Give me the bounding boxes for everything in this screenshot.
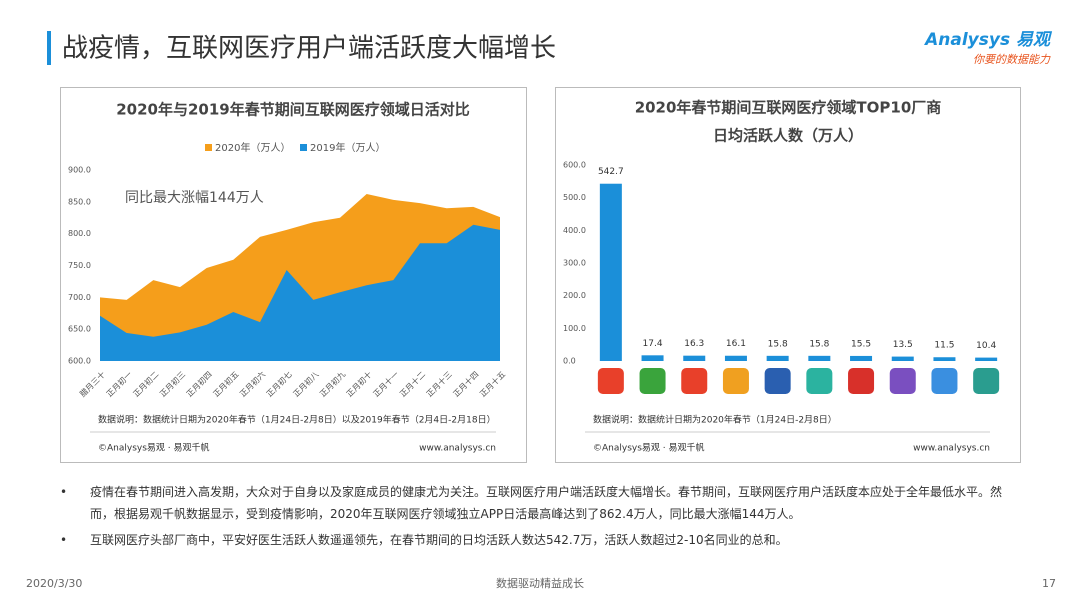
bar (891, 356, 914, 361)
area (100, 224, 500, 361)
app-icon (764, 368, 791, 394)
value-label: 17.4 (643, 339, 663, 349)
x-tick-label: 正月初二 (131, 369, 161, 399)
bar (683, 355, 706, 361)
x-tick-label: 正月初十 (344, 369, 374, 399)
value-label: 10.4 (976, 341, 996, 351)
app-icon (597, 368, 624, 394)
legend-label: 2019年（万人） (310, 141, 385, 154)
bar (641, 355, 664, 361)
data-note: 数据说明：数据统计日期为2020年春节（1月24日-2月8日）以及2019年春节… (98, 414, 496, 426)
app-icon (889, 368, 916, 394)
value-label: 16.1 (726, 339, 746, 349)
x-tick-label: 正月初一 (104, 369, 134, 399)
app-icon (973, 368, 1000, 394)
bar (808, 355, 831, 361)
x-tick-label: 正月十五 (477, 369, 507, 399)
legend-label: 2020年（万人） (215, 141, 290, 154)
x-tick-label: 正月初六 (237, 369, 267, 399)
y-tick-label: 500.0 (563, 193, 586, 202)
bar (975, 357, 998, 361)
value-label: 15.8 (809, 339, 829, 349)
website: www.analysys.cn (913, 444, 990, 454)
y-tick-label: 650.0 (68, 325, 91, 334)
source: ©Analysys易观 · 易观千帆 (593, 442, 705, 454)
app-icon (848, 368, 875, 394)
app-icon (639, 368, 666, 394)
legend-swatch (205, 144, 212, 151)
bar (933, 357, 956, 361)
y-tick-label: 100.0 (563, 324, 586, 333)
page-title: 战疫情，互联网医疗用户端活跃度大幅增长 (62, 34, 556, 64)
x-tick-label: 正月初五 (211, 369, 241, 399)
value-label: 13.5 (893, 340, 913, 350)
x-tick-label: 正月初七 (264, 369, 294, 399)
chart-subtitle: 日均活跃人数（万人） (713, 127, 863, 145)
y-tick-label: 600.0 (563, 161, 586, 170)
value-label: 11.5 (934, 341, 954, 351)
x-tick-label: 正月十一 (371, 369, 401, 399)
value-label: 15.5 (851, 339, 871, 349)
bar (599, 183, 622, 361)
bullet: • 互联网医疗头部厂商中，平安好医生活跃人数遥遥领先，在春节期间的日均活跃人数达5… (60, 529, 1020, 551)
value-label: 542.7 (598, 167, 624, 177)
bullet-text: 疫情在春节期间进入高发期，大众对于自身以及家庭成员的健康尤为关注。互联网医疗用户… (90, 485, 1003, 521)
y-tick-label: 700.0 (68, 293, 91, 302)
x-tick-label: 正月初九 (317, 369, 347, 399)
y-tick-label: 800.0 (68, 229, 91, 238)
bullet-dot: • (60, 533, 68, 547)
chart-title: 2020年春节期间互联网医疗领域TOP10厂商 (635, 99, 942, 117)
app-icon (681, 368, 708, 394)
bullet-text: 互联网医疗头部厂商中，平安好医生活跃人数遥遥领先，在春节期间的日均活跃人数达54… (90, 533, 788, 547)
data-note: 数据说明：数据统计日期为2020年春节（1月24日-2月8日） (593, 414, 837, 426)
panel (60, 87, 527, 463)
y-tick-label: 900.0 (68, 166, 91, 175)
x-tick-label: 正月初八 (291, 369, 321, 399)
x-tick-label: 腊月三十 (77, 369, 107, 399)
x-tick-label: 正月十三 (424, 369, 454, 399)
value-label: 16.3 (684, 339, 704, 349)
bullet: • 疫情在春节期间进入高发期，大众对于自身以及家庭成员的健康尤为关注。互联网医疗用… (60, 481, 1020, 525)
x-tick-label: 正月初三 (157, 369, 187, 399)
x-tick-label: 正月初四 (184, 369, 214, 399)
app-icon (931, 368, 958, 394)
source: ©Analysys易观 · 易观千帆 (98, 442, 210, 454)
footer-date: 2020/3/30 (26, 577, 82, 590)
app-icon (806, 368, 833, 394)
y-tick-label: 850.0 (68, 197, 91, 206)
y-tick-label: 400.0 (563, 226, 586, 235)
y-tick-label: 600.0 (68, 357, 91, 366)
page-number: 17 (1042, 577, 1056, 590)
legend-swatch (300, 144, 307, 151)
app-icon (722, 368, 749, 394)
bullet-dot: • (60, 485, 68, 499)
logo: Analysys 易观 (923, 30, 1053, 50)
website: www.analysys.cn (419, 444, 496, 454)
footer-slogan: 数据驱动精益成长 (496, 576, 584, 590)
y-tick-label: 300.0 (563, 259, 586, 268)
annotation: 同比最大涨幅144万人 (125, 190, 264, 206)
bar (766, 355, 789, 361)
y-tick-label: 0.0 (563, 357, 576, 366)
title-bar (47, 31, 51, 65)
chart-title: 2020年与2019年春节期间互联网医疗领域日活对比 (116, 101, 470, 119)
y-tick-label: 200.0 (563, 291, 586, 300)
panel (555, 87, 1021, 463)
bar (724, 355, 747, 361)
value-label: 15.8 (768, 339, 788, 349)
x-tick-label: 正月十四 (451, 369, 481, 399)
y-tick-label: 750.0 (68, 261, 91, 270)
bar (850, 355, 873, 361)
x-tick-label: 正月十二 (397, 369, 427, 399)
logo-slogan: 你要的数据能力 (973, 53, 1051, 66)
